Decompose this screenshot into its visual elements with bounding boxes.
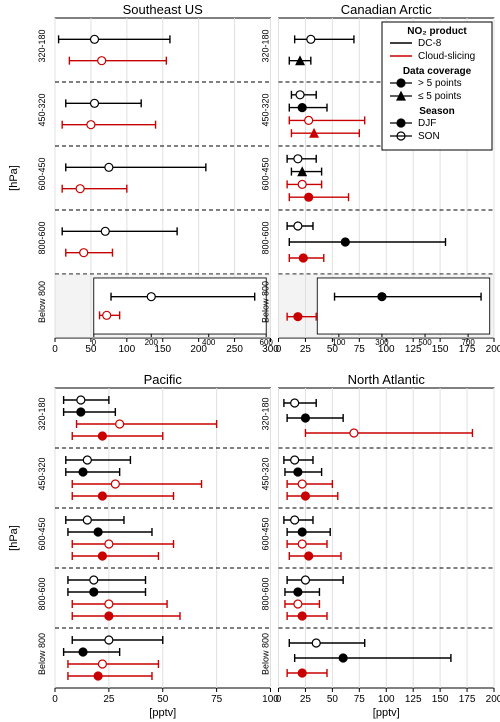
xtick-label: 125	[405, 694, 422, 705]
svg-text:0: 0	[92, 338, 97, 347]
xtick-label: 50	[157, 694, 169, 705]
legend-heading: NO₂ product	[407, 26, 467, 37]
svg-text:300: 300	[375, 338, 389, 347]
xtick-label: 150	[432, 694, 449, 705]
xtick-label: 75	[211, 694, 223, 705]
ytick-label: Below 800	[261, 633, 271, 675]
xtick-label: 75	[354, 344, 366, 355]
ytick-label: 450-320	[37, 93, 47, 126]
xtick-label: 175	[459, 694, 476, 705]
ytick-label: 320-180	[261, 397, 271, 430]
ytick-label: 800-600	[261, 221, 271, 254]
svg-text:500: 500	[418, 338, 432, 347]
svg-text:700: 700	[461, 338, 475, 347]
ytick-label: 600-450	[37, 517, 47, 550]
legend-label: ≤ 5 points	[418, 91, 461, 102]
panel-title: Pacific	[144, 372, 183, 387]
panel-title: Canadian Arctic	[341, 2, 433, 17]
panel-title: Southeast US	[123, 2, 204, 17]
panel-title: North Atlantic	[348, 372, 426, 387]
ytick-label: 600-450	[261, 157, 271, 190]
legend: NO₂ productDC-8 Cloud-slicing Data coverag…	[382, 22, 492, 150]
xtick-label: 25	[300, 694, 312, 705]
xtick-label: 50	[327, 694, 339, 705]
ytick-label: 450-320	[261, 457, 271, 490]
xtick-label: 0	[52, 694, 58, 705]
svg-text:400: 400	[202, 338, 216, 347]
ytick-label: Below 800	[37, 633, 47, 675]
figure: Southeast US050100150200250300320-180450…	[0, 0, 500, 722]
ytick-label: 800-600	[37, 577, 47, 610]
xtick-label: 0	[52, 344, 58, 355]
ytick-label: 320-180	[37, 29, 47, 62]
x-axis-label: [pptv]	[373, 707, 400, 719]
ytick-label: 320-180	[37, 397, 47, 430]
legend-label: DJF	[418, 118, 436, 129]
xtick-label: 25	[300, 344, 312, 355]
ytick-label: Below 800	[37, 281, 47, 323]
xtick-label: 200	[486, 344, 500, 355]
ytick-label: 800-600	[261, 577, 271, 610]
x-axis-label: [pptv]	[149, 707, 176, 719]
xtick-label: 75	[354, 694, 366, 705]
xtick-label: 0	[276, 694, 282, 705]
xtick-label: 150	[432, 344, 449, 355]
legend-label: > 5 points	[418, 78, 462, 89]
ytick-label: 450-320	[37, 457, 47, 490]
svg-text:600: 600	[260, 338, 274, 347]
ytick-label: 600-450	[261, 517, 271, 550]
legend-label: Cloud-slicing	[418, 51, 475, 62]
ytick-label: Below 800	[261, 281, 271, 323]
ytick-label: 320-180	[261, 29, 271, 62]
ytick-label: 600-450	[37, 157, 47, 190]
svg-text:200: 200	[145, 338, 159, 347]
svg-text:100: 100	[332, 338, 346, 347]
xtick-label: 0	[276, 344, 282, 355]
y-axis-label: [hPa]	[8, 525, 20, 551]
ytick-label: 800-600	[37, 221, 47, 254]
legend-label: DC-8	[418, 38, 442, 49]
ytick-label: 450-320	[261, 93, 271, 126]
legend-label: SON	[418, 131, 440, 142]
legend-heading: Season	[419, 106, 455, 117]
xtick-label: 100	[118, 344, 135, 355]
legend-heading: Data coverage	[403, 66, 472, 77]
y-axis-label: [hPa]	[8, 165, 20, 191]
xtick-label: 100	[378, 694, 395, 705]
xtick-label: 250	[226, 344, 243, 355]
xtick-label: 25	[103, 694, 115, 705]
xtick-label: 200	[486, 694, 500, 705]
